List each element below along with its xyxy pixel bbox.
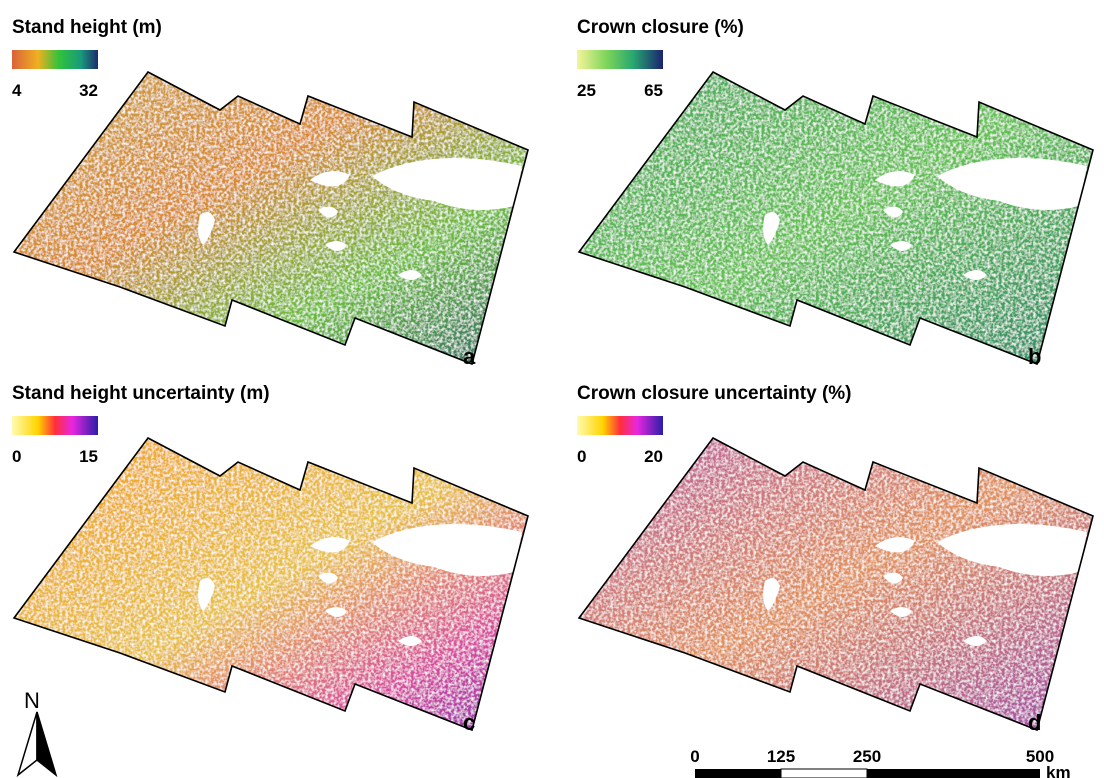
panel-title: Stand height uncertainty (m) [12,383,270,404]
panels: Stand height (m) 4 32 a Crown closure (%) 25 6… [12,17,1093,735]
scale-seg [695,769,781,778]
map-area [579,438,1093,730]
scale-seg [867,769,1040,778]
north-label: N [24,688,40,713]
colorbar [12,50,98,69]
arrow-right [37,712,56,775]
legend-max: 32 [79,81,98,100]
figure: Stand height (m) 4 32 a Crown closure (%) 25 6… [0,0,1104,778]
panel-title: Stand height (m) [12,17,162,38]
legend-min: 0 [577,447,586,466]
map-area [579,72,1093,364]
panel-title: Crown closure (%) [577,17,744,38]
scale-unit: km [1046,763,1071,778]
panel-letter: a [463,344,476,369]
scale-label: 0 [690,747,699,766]
panel: Crown closure (%) 25 65 b [577,17,1093,369]
colorbar [12,416,98,435]
north-arrow: N [18,688,56,775]
panel: Crown closure uncertainty (%) 0 20 d [577,383,1093,735]
scale-label: 250 [853,747,881,766]
scale-label: 125 [767,747,795,766]
scale-seg [781,769,867,778]
panel-title: Crown closure uncertainty (%) [577,383,852,404]
panel-letter: c [463,710,475,735]
legend-max: 15 [79,447,98,466]
colorbar [577,50,663,69]
colorbar [577,416,663,435]
legend-min: 25 [577,81,596,100]
panel-letter: d [1028,710,1041,735]
arrow-left [18,712,37,775]
legend-max: 20 [644,447,663,466]
legend-min: 0 [12,447,21,466]
panel: Stand height (m) 4 32 a [12,17,528,369]
map-area [14,72,528,364]
panel-letter: b [1028,344,1041,369]
legend-min: 4 [12,81,22,100]
panel: Stand height uncertainty (m) 0 15 c [12,383,528,735]
map-area [14,438,528,730]
legend-max: 65 [644,81,663,100]
